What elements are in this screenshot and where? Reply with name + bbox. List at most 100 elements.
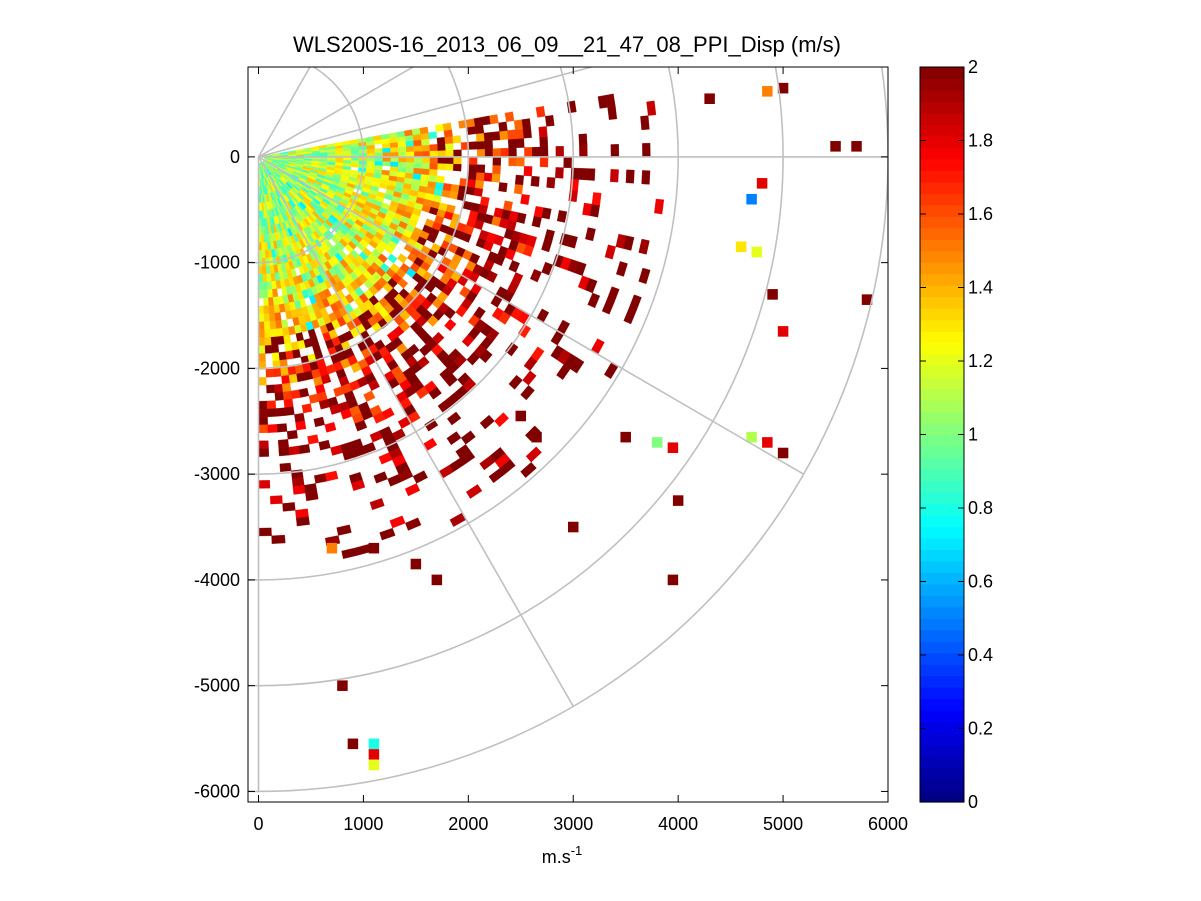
colorbar-segment bbox=[920, 629, 964, 642]
ppi-cell bbox=[350, 160, 360, 165]
colorbar-segment bbox=[920, 572, 964, 585]
ppi-cell bbox=[397, 166, 407, 173]
ppi-cell bbox=[283, 398, 294, 408]
ppi-cell bbox=[266, 384, 275, 394]
ppi-cell bbox=[505, 342, 519, 357]
ppi-cell bbox=[274, 391, 284, 401]
ppi-cell bbox=[468, 141, 478, 150]
colorbar-segment bbox=[920, 549, 964, 562]
ppi-cell bbox=[522, 370, 537, 386]
colorbar-segment bbox=[920, 733, 964, 746]
ppi-cell bbox=[347, 738, 359, 750]
ppi-cell bbox=[432, 331, 445, 345]
ppi-cell bbox=[620, 431, 631, 443]
ppi-cell bbox=[476, 164, 486, 173]
ppi-cell bbox=[382, 161, 391, 167]
ppi-cell bbox=[299, 387, 310, 398]
colorbar-segment bbox=[920, 767, 964, 780]
ppi-cell bbox=[586, 168, 596, 181]
ppi-cell bbox=[366, 160, 376, 166]
ppi-cell bbox=[269, 320, 277, 330]
colorbar-segment bbox=[920, 124, 964, 137]
ppi-cell bbox=[607, 286, 620, 303]
ppi-cell bbox=[445, 156, 454, 164]
ppi-cell bbox=[271, 344, 280, 354]
ppi-cell bbox=[437, 156, 446, 164]
x-tick-label: 5000 bbox=[763, 814, 803, 834]
ppi-cell bbox=[491, 173, 501, 183]
ppi-cell bbox=[267, 408, 277, 418]
ppi-cell bbox=[522, 127, 532, 139]
colorbar-segment bbox=[920, 618, 964, 631]
colorbar-segment bbox=[920, 273, 964, 286]
ppi-cell bbox=[453, 163, 462, 172]
ppi-cell bbox=[442, 122, 452, 131]
ppi-cell bbox=[641, 170, 651, 185]
colorbar-tick-label: 2 bbox=[968, 57, 978, 77]
ppi-cell bbox=[270, 336, 279, 346]
x-axis-ticks: 0 1000 2000 3000 4000 5000 6000 bbox=[253, 67, 908, 834]
ppi-cell bbox=[277, 335, 285, 345]
ppi-cell bbox=[579, 145, 588, 158]
ppi-cell bbox=[520, 194, 530, 205]
ppi-cell bbox=[414, 156, 423, 163]
colorbar-tick-label: 0.8 bbox=[968, 498, 993, 518]
ppi-cell bbox=[421, 162, 431, 170]
ppi-cell bbox=[278, 351, 287, 361]
ppi-cell bbox=[585, 278, 598, 294]
colorbar-segment bbox=[920, 526, 964, 539]
ppi-cell bbox=[531, 431, 542, 443]
ppi-cell bbox=[397, 141, 407, 148]
ppi-cell bbox=[610, 144, 620, 158]
ppi-cell bbox=[517, 323, 532, 339]
y-tick-label: 0 bbox=[230, 147, 240, 167]
ppi-cell bbox=[566, 235, 578, 249]
ppi-cell bbox=[283, 334, 292, 344]
ppi-cell bbox=[499, 459, 516, 475]
colorbar-tick-label: 1 bbox=[968, 425, 978, 445]
colorbar-segment bbox=[920, 354, 964, 367]
x-tick-label: 3000 bbox=[553, 814, 593, 834]
ppi-cell bbox=[335, 159, 344, 164]
ppi-cell bbox=[459, 450, 476, 465]
axes-frame bbox=[247, 66, 889, 803]
ppi-cell bbox=[279, 462, 292, 472]
colorbar-segment bbox=[920, 78, 964, 91]
ppi-cell bbox=[476, 148, 486, 158]
ppi-cell bbox=[442, 183, 452, 192]
ppi-cell bbox=[280, 367, 290, 377]
ppi-cell bbox=[492, 156, 502, 166]
colorbar-tick-label: 0.2 bbox=[968, 719, 993, 739]
ppi-cell bbox=[374, 164, 383, 171]
ppi-cell bbox=[428, 386, 442, 400]
ppi-cell bbox=[777, 326, 789, 337]
x-tick-label: 2000 bbox=[448, 814, 488, 834]
colorbar-segment bbox=[920, 790, 964, 803]
colorbar-tick-label: 0 bbox=[968, 792, 978, 812]
colorbar-segment bbox=[920, 664, 964, 677]
ppi-cell bbox=[286, 430, 298, 440]
ppi-cell bbox=[351, 479, 366, 491]
ppi-cell bbox=[585, 227, 596, 242]
colorbar: 0 0.2 0.4 0.6 0.8 1 1.2 1.4 1.6 1.8 2 bbox=[919, 57, 993, 812]
ppi-cell bbox=[445, 204, 456, 214]
ppi-cell bbox=[258, 313, 265, 323]
ppi-cell bbox=[473, 306, 486, 320]
ppi-cell bbox=[269, 312, 276, 322]
ppi-cell bbox=[291, 477, 305, 487]
colorbar-segment bbox=[920, 675, 964, 688]
ppi-cell bbox=[266, 400, 277, 410]
ppi-cell bbox=[368, 749, 380, 760]
ppi-cell bbox=[563, 156, 572, 169]
ppi-cell bbox=[379, 527, 396, 541]
ppi-cell bbox=[538, 126, 548, 138]
ppi-cell bbox=[390, 146, 399, 153]
ppi-cell bbox=[515, 138, 525, 148]
ppi-cell bbox=[446, 411, 462, 426]
colorbar-segment bbox=[920, 181, 964, 194]
ppi-cell bbox=[756, 178, 768, 189]
ppi-cell bbox=[258, 353, 266, 362]
ppi-cell bbox=[327, 159, 336, 163]
ppi-cell bbox=[476, 140, 486, 150]
ppi-cell bbox=[607, 106, 618, 120]
